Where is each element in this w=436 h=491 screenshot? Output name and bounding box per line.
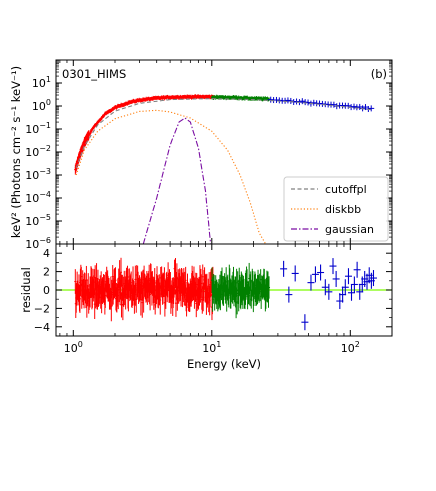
residual-data-point-hard xyxy=(280,260,288,277)
spectrum-data-point xyxy=(350,103,357,110)
residual-panel: 4 2 0 −2 −4 residual xyxy=(19,243,393,337)
spectrum-data-point xyxy=(89,131,92,136)
residual-data-point xyxy=(153,268,156,298)
residual-data-point-hard xyxy=(307,274,315,291)
residual-y-tick-label: −4 xyxy=(34,321,50,334)
model-curves-layer xyxy=(75,98,371,244)
residual-data-point-hard xyxy=(285,286,293,303)
legend: cutoffpl diskbb gaussian xyxy=(283,176,389,242)
residual-y-axis: 4 2 0 −2 −4 xyxy=(34,243,392,337)
spectrum-data-point xyxy=(310,99,317,106)
residual-data-point-hard xyxy=(329,258,337,275)
spectrum-data-point xyxy=(356,103,363,110)
residual-data-point xyxy=(85,265,88,295)
spectrum-data-point xyxy=(287,97,294,104)
residual-data-point xyxy=(120,257,123,287)
residual-data-point xyxy=(159,285,162,315)
panel-tag: (b) xyxy=(371,67,387,81)
energy-x-axis-label: Energy (keV) xyxy=(187,357,261,371)
residual-data-point-hard xyxy=(350,276,358,293)
residual-y-tick-label: 4 xyxy=(43,247,50,260)
spectrum-data-point xyxy=(345,102,352,109)
residual-data-point xyxy=(227,288,230,308)
residual-y-tick-label: 0 xyxy=(43,284,50,297)
spectrum-data-point xyxy=(293,98,300,105)
residual-y-tick-label: 2 xyxy=(43,266,50,279)
residual-data-point-hard xyxy=(317,264,325,281)
panel-label: 0301_HIMS xyxy=(62,67,126,81)
residual-data-point-hard xyxy=(291,265,299,282)
residual-data-point-hard xyxy=(344,268,352,285)
residual-data-point-hard xyxy=(311,266,319,283)
residual-data-point xyxy=(135,286,138,313)
residual-data-point-hard xyxy=(325,283,333,300)
residual-data-point xyxy=(80,266,83,287)
residual-y-axis-label: residual xyxy=(19,267,33,313)
spectrum-data-point xyxy=(368,105,375,112)
residual-data-point-hard xyxy=(321,279,329,296)
residual-data-point-hard xyxy=(353,261,361,278)
spectrum-data-layer xyxy=(74,94,375,175)
residual-data-point-hard xyxy=(369,270,377,287)
legend-label-gaussian: gaussian xyxy=(325,223,374,236)
model-curve-cutoffpl xyxy=(75,98,371,169)
residual-data-point-hard xyxy=(301,314,309,331)
model-curve-diskbb xyxy=(75,109,267,244)
residual-data-point-hard xyxy=(347,284,355,301)
residual-y-tick-label: −2 xyxy=(34,302,50,315)
legend-label-diskbb: diskbb xyxy=(325,203,361,216)
spectrum-y-axis-label: keV² (Photons cm⁻² s⁻¹ keV⁻¹) xyxy=(9,66,23,238)
residual-data-layer xyxy=(74,257,377,331)
model-curve-gaussian xyxy=(142,117,212,244)
residual-data-point-hard xyxy=(341,279,349,296)
spectrum-data-point xyxy=(284,97,291,104)
legend-box xyxy=(283,176,389,242)
legend-label-cutoffpl: cutoffpl xyxy=(325,183,367,196)
residual-data-point xyxy=(268,276,271,299)
residual-data-point-hard xyxy=(332,270,340,287)
spectrum-data-point xyxy=(305,99,312,106)
spectrum-data-point xyxy=(299,98,306,105)
